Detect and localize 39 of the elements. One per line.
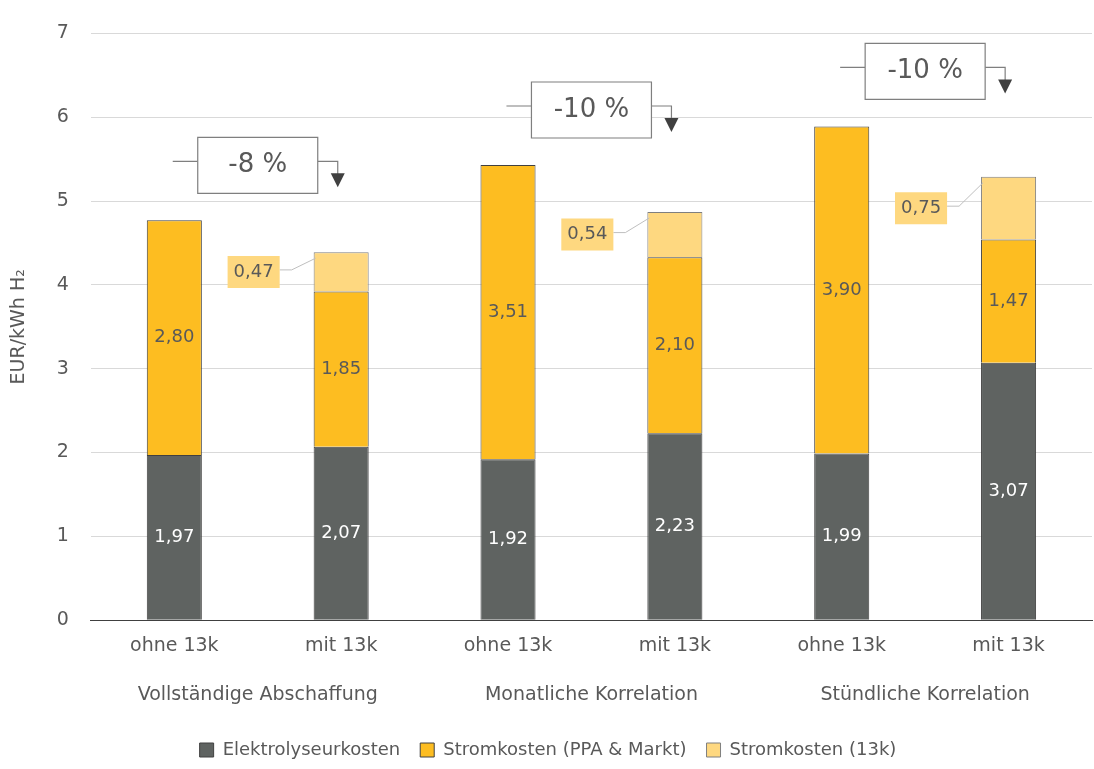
y-tick-label: 2: [56, 439, 69, 462]
data-label: 1,97: [154, 525, 195, 547]
data-label: 2,10: [654, 332, 695, 354]
data-label: 3,07: [988, 478, 1029, 500]
legend-label: Elektrolyseurkosten: [222, 737, 401, 759]
data-label: 0,75: [901, 195, 942, 217]
data-label: 3,51: [487, 299, 529, 321]
y-tick-label: 6: [56, 104, 69, 127]
x-tick-label: mit 13k: [638, 632, 712, 655]
x-tick-label: ohne 13k: [797, 632, 887, 655]
data-label: 1,99: [821, 524, 862, 546]
data-label: 2,23: [654, 514, 695, 536]
text: Stündliche Korrelation: [820, 682, 1030, 705]
data-label: 0,54: [567, 222, 608, 244]
data-label: 1,85: [321, 356, 362, 378]
y-tick-label: 4: [56, 271, 69, 294]
annotation: -8 %: [228, 148, 288, 179]
y-tick-label: 7: [56, 20, 69, 43]
y-tick-label: 5: [56, 187, 69, 210]
y-tick-label: 1: [56, 523, 69, 546]
x-tick-label: mit 13k: [304, 632, 378, 655]
data-label: 2,07: [321, 520, 362, 542]
data-label: 0,47: [233, 259, 274, 281]
text: Monatliche Korrelation: [484, 682, 698, 705]
y-tick-label: 0: [56, 607, 69, 630]
annotation: -10 %: [887, 54, 963, 85]
legend-label: Stromkosten (PPA & Markt): [443, 737, 687, 759]
x-tick-label: ohne 13k: [463, 632, 553, 655]
annotation: -10 %: [553, 92, 630, 123]
data-label: 1,92: [487, 527, 529, 549]
legend-label: Stromkosten (13k): [729, 737, 897, 759]
y-tick-label: 3: [56, 355, 69, 378]
data-label: 2,80: [154, 325, 195, 347]
y-axis-title: EUR/kWh H₂: [6, 269, 29, 385]
data-label: 3,90: [821, 277, 862, 299]
data-label: 1,47: [988, 288, 1029, 310]
text: Vollständige Abschaffung: [137, 682, 378, 705]
x-tick-label: mit 13k: [972, 632, 1045, 655]
x-tick-label: ohne 13k: [130, 632, 219, 655]
